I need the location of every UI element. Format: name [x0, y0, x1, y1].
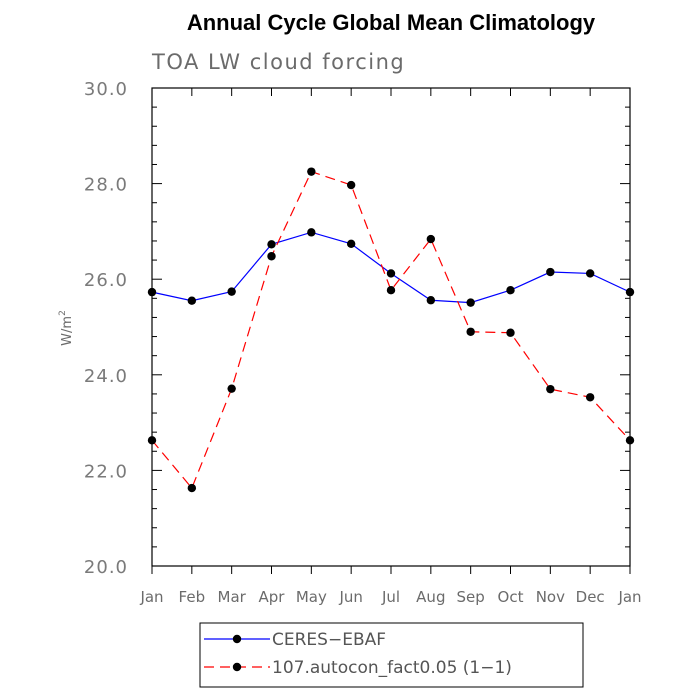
- legend-marker: [232, 662, 242, 672]
- chart-subtitle: TOA LW cloud forcing: [151, 50, 405, 74]
- data-point: [346, 239, 356, 249]
- data-point: [267, 252, 276, 261]
- y-tick-label: 26.0: [84, 270, 128, 291]
- series-1: [147, 228, 635, 307]
- plot-area: [151, 87, 631, 567]
- data-point: [426, 296, 436, 305]
- data-point: [227, 384, 236, 393]
- y-tick-label: 28.0: [84, 175, 128, 196]
- data-point: [386, 285, 396, 295]
- data-point: [267, 240, 276, 249]
- data-point: [585, 393, 595, 402]
- legend-label: 107.autocon_fact0.05 (1−1): [272, 658, 512, 678]
- legend-label: CERES−EBAF: [272, 630, 386, 650]
- series-layer: [147, 167, 635, 493]
- legend-box: [199, 622, 584, 688]
- legend-entry: CERES−EBAF: [204, 630, 386, 650]
- legend: CERES−EBAF 107.autocon_fact0.05 (1−1): [199, 622, 584, 688]
- data-point: [506, 285, 515, 295]
- x-tick-label: Dec: [576, 588, 605, 606]
- data-point: [346, 180, 356, 190]
- x-tick-label: Apr: [259, 588, 286, 606]
- x-tick-label: Sep: [457, 588, 485, 606]
- chart-title: Annual Cycle Global Mean Climatology: [187, 10, 596, 35]
- x-tick-label: Jan: [139, 588, 163, 606]
- data-point: [625, 436, 635, 445]
- legend-entry: 107.autocon_fact0.05 (1−1): [204, 658, 512, 678]
- y-axis-label-superscript: 2: [58, 310, 68, 316]
- data-point: [147, 436, 157, 445]
- data-point: [625, 287, 635, 297]
- x-tick-labels: Jan Feb Mar Apr May Jun Jul Aug Sep Oct Nov Dec Jan: [139, 588, 641, 606]
- x-tick-label: Jan: [617, 588, 641, 606]
- x-tick-label: Mar: [218, 588, 247, 606]
- data-point: [307, 167, 316, 176]
- y-tick-label: 22.0: [84, 461, 128, 482]
- data-point: [585, 269, 595, 278]
- data-point: [307, 228, 316, 237]
- x-tick-label: Aug: [416, 588, 445, 606]
- legend-entries: CERES−EBAF 107.autocon_fact0.05 (1−1): [204, 630, 512, 678]
- data-point: [466, 298, 475, 307]
- series-line: [151, 170, 631, 490]
- y-tick-labels: 20.0 22.0 24.0 26.0 28.0 30.0: [84, 79, 128, 578]
- plot-border: [151, 87, 631, 567]
- legend-marker: [232, 634, 242, 644]
- y-tick-label: 30.0: [84, 79, 128, 100]
- data-point: [147, 287, 157, 297]
- data-point: [187, 483, 197, 493]
- y-tick-label: 24.0: [84, 366, 128, 387]
- svg-text:W/m2: W/m2: [58, 310, 75, 346]
- data-point: [466, 327, 475, 336]
- x-tick-label: May: [296, 588, 327, 606]
- y-axis-label-text: W/m: [60, 316, 75, 346]
- x-tick-label: Feb: [179, 588, 206, 606]
- y-axis-label: W/m2: [58, 310, 75, 346]
- series-2: [147, 167, 635, 493]
- data-point: [426, 234, 436, 244]
- x-tick-label: Jul: [381, 588, 400, 606]
- data-point: [187, 296, 197, 305]
- y-tick-label: 20.0: [84, 557, 128, 578]
- x-tick-label: Jun: [338, 588, 362, 606]
- x-tick-label: Oct: [498, 588, 524, 606]
- data-point: [546, 267, 555, 277]
- x-tick-label: Nov: [536, 588, 565, 606]
- data-point: [506, 328, 515, 337]
- data-point: [386, 269, 396, 278]
- axis-ticks: [151, 87, 631, 574]
- data-point: [227, 287, 236, 296]
- data-point: [546, 384, 555, 394]
